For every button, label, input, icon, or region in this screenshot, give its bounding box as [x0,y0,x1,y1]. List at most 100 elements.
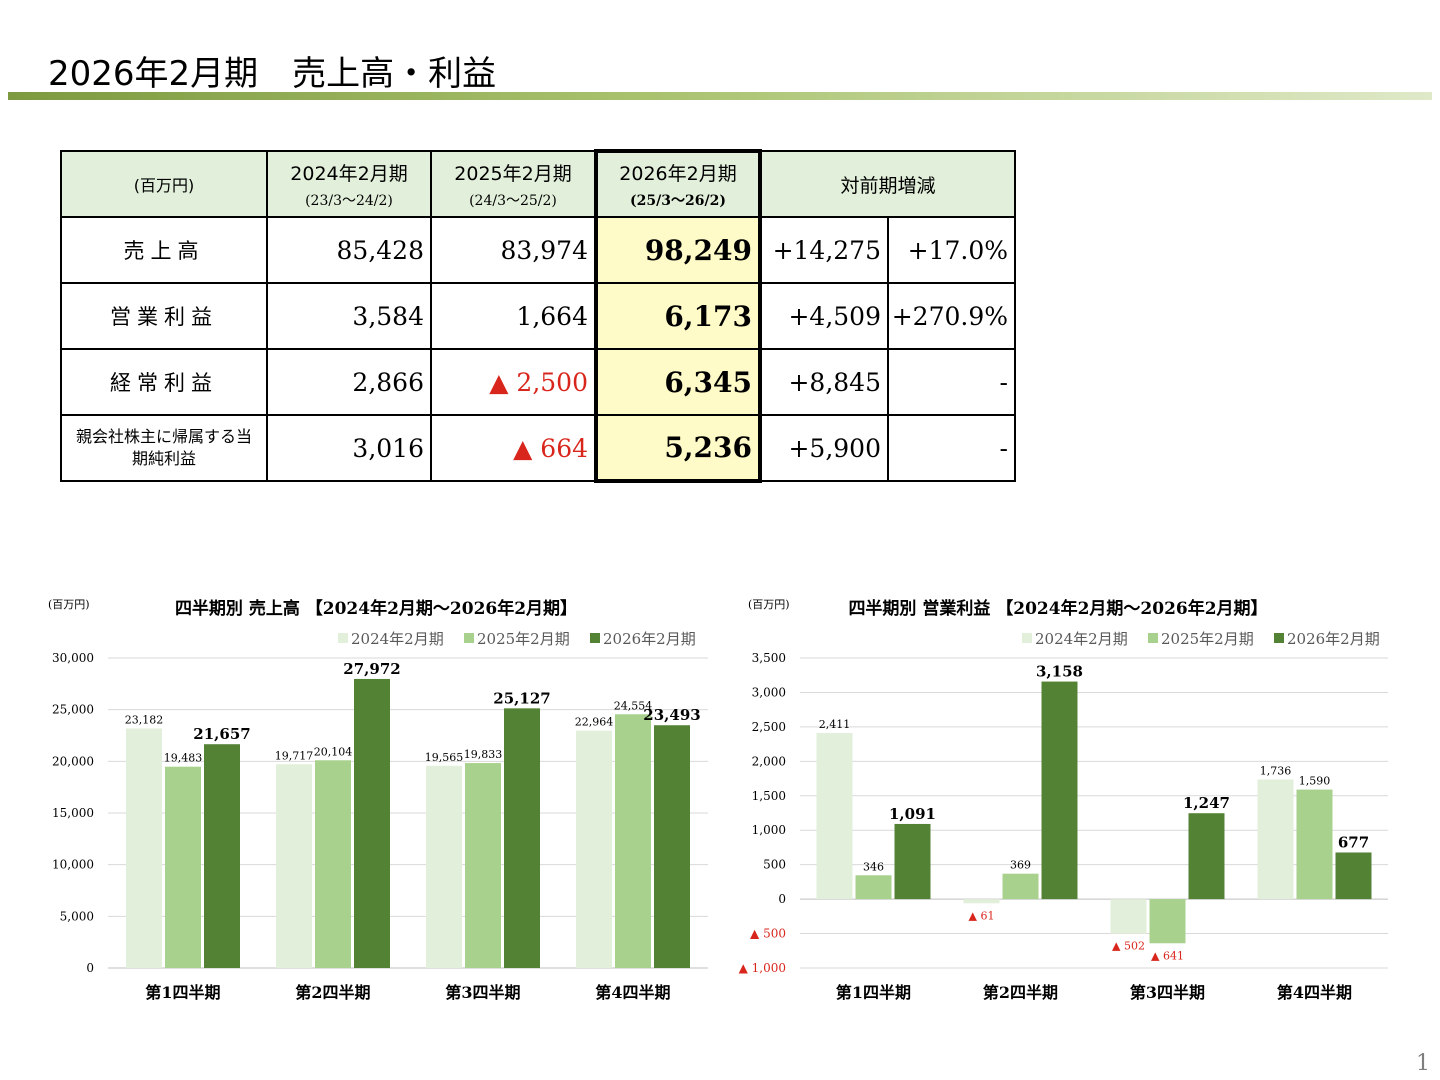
cell-sales-2024: 85,428 [266,216,432,284]
data-label-s2-c0: 21,657 [193,725,250,743]
bar-s1-c2 [465,763,501,968]
data-label-s1-c0: 19,483 [164,752,203,765]
cell-sales-pct: +17.0% [887,216,1016,284]
bar-s2-c0 [894,823,931,900]
legend-label-1: 2025年2月期 [1161,630,1254,648]
y-tick-label-4: 1,000 [752,823,786,837]
row-label-net-income: 親会社株主に帰属する当期純利益 [60,414,268,482]
data-label-s2-c0: 1,091 [889,805,936,823]
data-label-s0-c0: 2,411 [819,718,851,731]
data-label-s0-c2: ▲ 502 [1112,940,1145,953]
data-label-s0-c2: 19,565 [425,751,464,764]
change-header: 対前期増減 [759,150,1016,218]
legend-swatch-1 [1148,633,1158,643]
data-label-s1-c1: 20,104 [314,745,353,758]
cell-op-2024: 3,584 [266,282,432,350]
category-label-3: 第4四半期 [1277,983,1352,1002]
y-tick-label-1: 5,000 [60,909,94,923]
table-row-operating-profit: 営業利益 3,584 1,664 6,173 +4,509 +270.9% [60,282,1016,350]
y-tick-label-4: 20,000 [52,754,94,768]
table-row-sales: 売上高 85,428 83,974 98,249 +14,275 +17.0% [60,216,1016,284]
cell-sales-2025: 83,974 [430,216,597,284]
bar-s2-c3 [1335,852,1372,900]
category-label-2: 第3四半期 [1130,983,1205,1002]
header-2026: 2026年2月期 (25/3～26/2) [594,149,762,218]
y-tick-label-1: ▲ 500 [750,927,786,941]
chart-title: 四半期別 売上高 【2024年2月期～2026年2月期】 [175,598,577,619]
bar-s0-c0 [816,733,853,900]
bar-s1-c0 [165,766,201,968]
bar-s0-c2 [426,765,462,968]
header-2024: 2024年2月期 (23/3～24/2) [266,150,432,218]
sales-chart-svg: (百万円) 四半期別 売上高 【2024年2月期～2026年2月期】 2024年2月… [48,598,708,1002]
bar-s2-c3 [654,725,690,968]
row-label-sales: 売上高 [60,216,268,284]
bar-s1-c0 [855,875,892,900]
row-label-ordinary-profit: 経常利益 [60,348,268,416]
data-label-s0-c3: 1,736 [1260,765,1292,778]
y-tick-label-5: 25,000 [52,703,94,717]
cell-op-2025: 1,664 [430,282,597,350]
data-label-s1-c3: 24,554 [614,699,653,712]
bar-s2-c1 [1041,681,1078,900]
category-label-3: 第4四半期 [595,983,670,1002]
y-tick-label-6: 30,000 [52,651,94,665]
bar-s1-c2 [1149,899,1186,944]
legend-swatch-1 [464,633,474,643]
data-label-s2-c2: 25,127 [493,689,550,707]
y-tick-label-3: 500 [763,858,786,872]
bar-s0-c2 [1110,899,1147,934]
bar-s0-c0 [126,728,162,968]
operating-profit-chart: (百万円) 四半期別 営業利益 【2024年2月期～2026年2月期】 2024年2… [728,588,1408,1022]
data-label-s2-c1: 3,158 [1036,663,1083,681]
cell-ord-diff: +8,845 [759,348,889,416]
legend-swatch-0 [338,633,348,643]
data-label-s2-c2: 1,247 [1183,794,1230,812]
chart-unit-label: (百万円) [48,598,90,611]
header-2026-label: 2026年2月期 [619,163,737,185]
cell-ord-2026: 6,345 [594,348,762,416]
y-tick-label-0: ▲ 1,000 [739,961,786,975]
bar-s1-c1 [1002,873,1039,900]
category-label-0: 第1四半期 [145,983,220,1002]
legend-label-2: 2026年2月期 [603,630,696,648]
cell-net-2025: ▲ 664 [430,414,597,482]
sales-chart: (百万円) 四半期別 売上高 【2024年2月期～2026年2月期】 2024年2月… [40,588,720,1022]
row-label-operating-profit: 営業利益 [60,282,268,350]
y-tick-label-6: 2,000 [752,754,786,768]
chart-title: 四半期別 営業利益 【2024年2月期～2026年2月期】 [848,598,1267,619]
cell-net-2026: 5,236 [594,414,762,483]
category-label-1: 第2四半期 [295,983,370,1002]
cell-sales-diff: +14,275 [759,216,889,284]
cell-net-diff: +5,900 [759,414,889,482]
legend-label-1: 2025年2月期 [477,630,570,648]
operating-profit-chart-svg: (百万円) 四半期別 営業利益 【2024年2月期～2026年2月期】 2024年2… [739,598,1388,1002]
data-label-s0-c1: 19,717 [275,749,314,762]
cell-op-2026: 6,173 [594,282,762,350]
y-tick-label-2: 0 [778,892,786,906]
legend-label-0: 2024年2月期 [351,630,444,648]
bar-s0-c3 [1257,779,1294,900]
header-2025: 2025年2月期 (24/3～25/2) [430,150,597,218]
cell-op-diff: +4,509 [759,282,889,350]
slide-title: 2026年2月期 売上高・利益 [48,54,497,94]
header-2024-label: 2024年2月期 [290,162,408,185]
data-label-s1-c3: 1,590 [1299,775,1331,788]
bar-s1-c3 [1296,789,1333,900]
header-2026-period: (25/3～26/2) [630,193,726,209]
bar-s2-c2 [504,708,540,968]
bar-s2-c1 [354,678,390,968]
page-number: 1 [1416,1051,1430,1076]
y-tick-label-7: 2,500 [752,720,786,734]
header-2025-label: 2025年2月期 [454,162,572,185]
y-tick-label-3: 15,000 [52,806,94,820]
y-tick-label-0: 0 [86,961,94,975]
legend-label-0: 2024年2月期 [1035,630,1128,648]
bar-s1-c1 [315,760,351,968]
data-label-s0-c1: ▲ 61 [969,909,995,922]
title-underline [8,92,1432,100]
bar-s1-c3 [615,714,651,968]
table-header-row: (百万円) 2024年2月期 (23/3～24/2) 2025年2月期 (24/… [60,149,1016,218]
legend-swatch-2 [590,633,600,643]
data-label-s1-c2: ▲ 641 [1151,949,1184,962]
